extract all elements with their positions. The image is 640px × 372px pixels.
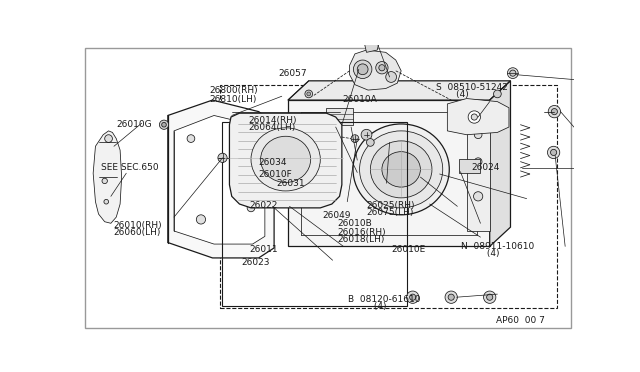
Circle shape [105, 135, 113, 142]
Bar [220, 85, 557, 308]
Text: AP60  00 7: AP60 00 7 [495, 316, 545, 325]
Circle shape [468, 111, 481, 123]
Text: S  08510-51242: S 08510-51242 [436, 83, 508, 92]
Circle shape [471, 114, 477, 120]
Circle shape [361, 129, 372, 140]
Polygon shape [174, 115, 265, 244]
Circle shape [493, 90, 501, 98]
Circle shape [159, 120, 168, 129]
Polygon shape [230, 113, 342, 208]
Ellipse shape [371, 141, 432, 198]
Circle shape [162, 122, 166, 127]
Circle shape [379, 65, 385, 71]
Circle shape [445, 291, 458, 303]
Text: 26060(LH): 26060(LH) [114, 228, 161, 237]
Ellipse shape [360, 131, 443, 208]
Circle shape [509, 70, 516, 76]
Text: 26057: 26057 [279, 69, 307, 78]
Text: 26023: 26023 [242, 258, 270, 267]
Text: (4): (4) [461, 249, 500, 258]
Ellipse shape [260, 136, 310, 183]
Polygon shape [93, 131, 122, 223]
Text: 26016(RH): 26016(RH) [337, 228, 385, 237]
Bar [459, 159, 481, 173]
Polygon shape [168, 100, 274, 258]
Circle shape [551, 109, 557, 115]
Circle shape [410, 294, 416, 300]
Bar [221, 122, 406, 307]
Circle shape [474, 192, 483, 201]
Text: (4): (4) [436, 90, 469, 99]
Text: 26024: 26024 [471, 163, 499, 172]
Text: 26075(LH): 26075(LH) [367, 208, 414, 217]
Polygon shape [288, 81, 511, 100]
Text: (4): (4) [348, 302, 386, 311]
Circle shape [351, 135, 359, 142]
Circle shape [238, 153, 249, 163]
Circle shape [386, 71, 397, 82]
Text: 26010B: 26010B [337, 219, 372, 228]
Circle shape [548, 106, 561, 118]
Polygon shape [349, 50, 401, 90]
Circle shape [448, 294, 454, 300]
Text: B  08120-61610: B 08120-61610 [348, 295, 420, 304]
Text: 26031: 26031 [276, 179, 305, 188]
Circle shape [376, 62, 388, 74]
Circle shape [218, 153, 227, 163]
Text: 26011: 26011 [249, 245, 278, 254]
Circle shape [406, 291, 419, 303]
Text: SEE SEC.650: SEE SEC.650 [101, 163, 159, 172]
Bar [326, 108, 353, 125]
Polygon shape [447, 99, 509, 135]
Text: 26800(RH): 26800(RH) [210, 86, 259, 95]
Text: 26010(RH): 26010(RH) [114, 221, 163, 230]
Polygon shape [288, 100, 490, 246]
Polygon shape [490, 81, 511, 246]
Circle shape [247, 204, 255, 212]
Text: 26034: 26034 [258, 158, 287, 167]
Text: 26010E: 26010E [391, 245, 426, 254]
Circle shape [550, 150, 557, 155]
Circle shape [305, 90, 312, 98]
Text: 26010G: 26010G [116, 121, 152, 129]
Polygon shape [357, 32, 379, 52]
Text: 26010F: 26010F [258, 170, 292, 179]
Ellipse shape [251, 128, 320, 191]
Circle shape [486, 294, 493, 300]
Circle shape [474, 131, 482, 139]
Circle shape [102, 178, 108, 184]
Text: 26064(LH): 26064(LH) [248, 123, 296, 132]
Circle shape [367, 139, 374, 146]
Text: 26025(RH): 26025(RH) [367, 201, 415, 209]
Polygon shape [467, 112, 490, 231]
Circle shape [508, 68, 518, 78]
Text: 26018(LH): 26018(LH) [337, 235, 384, 244]
Ellipse shape [353, 124, 449, 215]
Circle shape [484, 291, 496, 303]
Circle shape [196, 215, 205, 224]
Circle shape [353, 60, 372, 78]
Circle shape [307, 92, 310, 96]
Text: 26014(RH): 26014(RH) [248, 116, 297, 125]
Text: 26810(LH): 26810(LH) [210, 94, 257, 103]
Circle shape [547, 146, 560, 158]
Text: 26010A: 26010A [343, 94, 378, 103]
Circle shape [357, 64, 368, 75]
Text: N  08911-10610: N 08911-10610 [461, 242, 534, 251]
Circle shape [364, 34, 372, 43]
Text: 26049: 26049 [322, 211, 351, 219]
Circle shape [187, 135, 195, 142]
Circle shape [104, 199, 109, 204]
Text: 26022: 26022 [249, 201, 278, 209]
Ellipse shape [382, 152, 420, 187]
Circle shape [474, 158, 482, 166]
